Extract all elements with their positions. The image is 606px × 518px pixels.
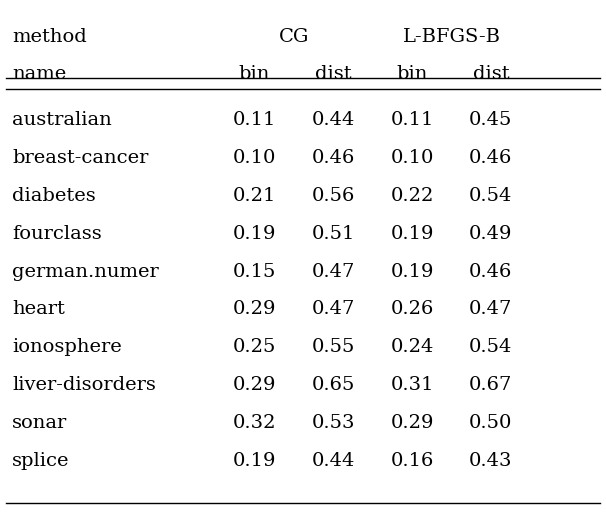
Text: sonar: sonar [12,414,67,432]
Text: 0.19: 0.19 [233,225,276,243]
Text: 0.11: 0.11 [233,111,276,130]
Text: 0.46: 0.46 [469,263,513,281]
Text: dist: dist [473,65,509,83]
Text: 0.47: 0.47 [311,263,355,281]
Text: 0.16: 0.16 [390,452,434,470]
Text: 0.19: 0.19 [233,452,276,470]
Text: fourclass: fourclass [12,225,102,243]
Text: 0.29: 0.29 [233,376,276,394]
Text: 0.29: 0.29 [233,300,276,319]
Text: 0.47: 0.47 [469,300,513,319]
Text: 0.10: 0.10 [233,149,276,167]
Text: 0.44: 0.44 [311,111,355,130]
Text: 0.31: 0.31 [390,376,434,394]
Text: 0.22: 0.22 [390,187,434,205]
Text: 0.11: 0.11 [390,111,434,130]
Text: german.numer: german.numer [12,263,159,281]
Text: method: method [12,28,87,47]
Text: 0.10: 0.10 [390,149,434,167]
Text: 0.65: 0.65 [311,376,355,394]
Text: 0.24: 0.24 [390,338,434,356]
Text: 0.44: 0.44 [311,452,355,470]
Text: splice: splice [12,452,70,470]
Text: 0.67: 0.67 [469,376,513,394]
Text: 0.54: 0.54 [469,338,513,356]
Text: 0.43: 0.43 [469,452,513,470]
Text: 0.19: 0.19 [390,263,434,281]
Text: 0.49: 0.49 [469,225,513,243]
Text: diabetes: diabetes [12,187,96,205]
Text: heart: heart [12,300,65,319]
Text: 0.15: 0.15 [233,263,276,281]
Text: 0.56: 0.56 [311,187,355,205]
Text: bin: bin [396,65,428,83]
Text: 0.55: 0.55 [311,338,355,356]
Text: 0.47: 0.47 [311,300,355,319]
Text: 0.29: 0.29 [390,414,434,432]
Text: ionosphere: ionosphere [12,338,122,356]
Text: 0.46: 0.46 [311,149,355,167]
Text: 0.51: 0.51 [311,225,355,243]
Text: name: name [12,65,67,83]
Text: 0.32: 0.32 [233,414,276,432]
Text: 0.21: 0.21 [233,187,276,205]
Text: L-BFGS-B: L-BFGS-B [402,28,501,47]
Text: 0.53: 0.53 [311,414,355,432]
Text: 0.45: 0.45 [469,111,513,130]
Text: 0.54: 0.54 [469,187,513,205]
Text: 0.46: 0.46 [469,149,513,167]
Text: liver-disorders: liver-disorders [12,376,156,394]
Text: bin: bin [239,65,270,83]
Text: australian: australian [12,111,112,130]
Text: CG: CG [279,28,309,47]
Text: 0.26: 0.26 [390,300,434,319]
Text: dist: dist [315,65,351,83]
Text: breast-cancer: breast-cancer [12,149,148,167]
Text: 0.25: 0.25 [233,338,276,356]
Text: 0.50: 0.50 [469,414,513,432]
Text: 0.19: 0.19 [390,225,434,243]
